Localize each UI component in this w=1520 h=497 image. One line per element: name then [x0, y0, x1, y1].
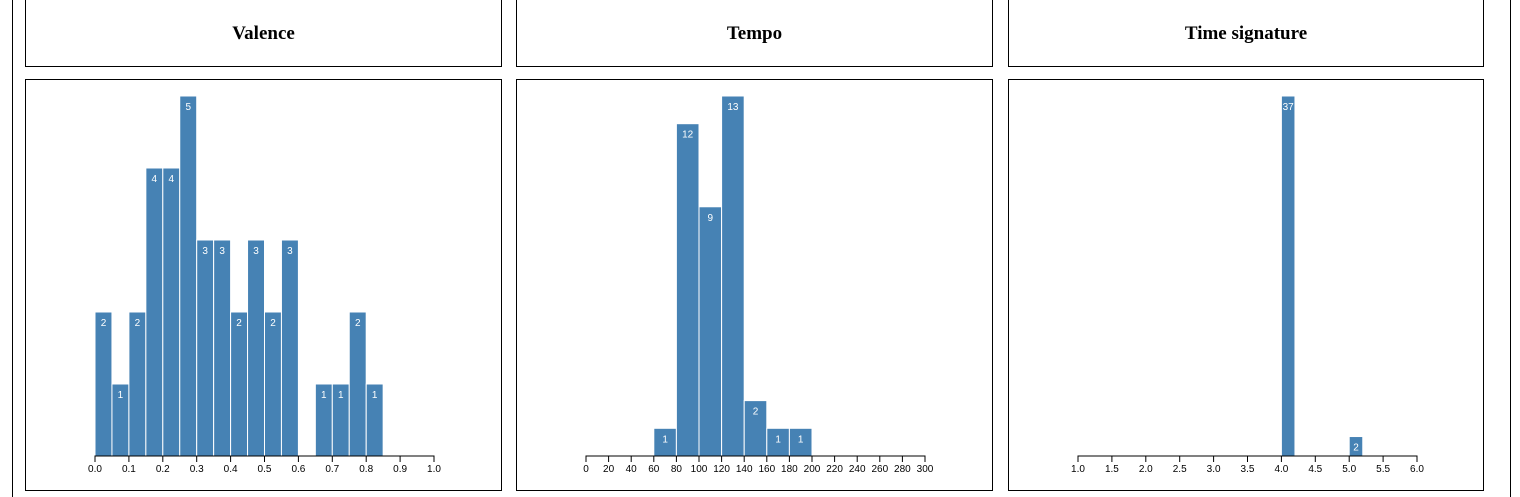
tempo-title: Tempo — [726, 22, 783, 44]
bar-count-label: 1 — [798, 434, 804, 445]
x-axis-line — [585, 455, 926, 462]
histogram-bar — [348, 311, 367, 457]
x-axis-tick-label: 180 — [781, 464, 798, 475]
x-axis-tick-label: 3.0 — [1207, 464, 1221, 475]
x-axis-tick-label: 100 — [691, 464, 708, 475]
x-axis-tick-label: 0.7 — [325, 464, 339, 475]
bar-count-label: 13 — [727, 102, 739, 113]
valence-title-box: Valence — [25, 0, 502, 67]
bar-count-label: 37 — [1283, 102, 1295, 113]
x-axis-tick-label: 3.5 — [1241, 464, 1255, 475]
histogram-bar — [264, 311, 282, 457]
x-axis-tick-label: 0.1 — [122, 464, 136, 475]
valence-histogram: 2 1 2 4 4 5 3 3 2 3 2 3 1 1 2 1 0.0 0.1 0.2 0.3 0.4 0.5 0.6 0.7… — [25, 79, 502, 491]
bar-count-label: 3 — [202, 246, 208, 257]
histogram-bar — [94, 311, 113, 457]
bar-count-label: 2 — [1353, 443, 1359, 454]
x-axis-tick-label: 0.6 — [291, 464, 305, 475]
x-axis-tick-label: 140 — [736, 464, 753, 475]
x-axis-tick-label: 260 — [871, 464, 888, 475]
histogram-bar — [721, 95, 745, 457]
histogram-bar — [675, 123, 700, 457]
x-axis-tick-label: 20 — [603, 464, 615, 475]
histogram-bar — [1280, 95, 1296, 457]
bar-count-label: 1 — [372, 390, 378, 401]
x-axis-tick-label: 0.9 — [393, 464, 407, 475]
bar-count-label: 3 — [253, 246, 259, 257]
x-axis-tick-label: 60 — [648, 464, 660, 475]
x-axis-tick-label: 0.3 — [190, 464, 204, 475]
tempo-histogram: 1 12 9 13 2 1 1 0 20 40 60 80 100 120 140 160 180 200 220 2… — [516, 79, 993, 491]
histogram-bar — [196, 239, 215, 457]
bar-count-label: 9 — [708, 213, 714, 224]
time-signature-title: Time signature — [1184, 22, 1308, 44]
histogram-bar — [145, 167, 164, 457]
bar-count-label: 1 — [338, 390, 344, 401]
bar-count-label: 4 — [152, 174, 158, 185]
x-axis-tick-label: 4.5 — [1308, 464, 1322, 475]
x-axis-tick-label: 0.4 — [224, 464, 238, 475]
x-axis-tick-label: 1.0 — [1071, 464, 1085, 475]
x-axis-tick-label: 280 — [894, 464, 911, 475]
time-signature-chart-svg: 37 2 1.0 1.5 2.0 2.5 3.0 3.5 4.0 4.5 5.0 5.5 6.0 — [1071, 95, 1424, 475]
x-axis-tick-label: 160 — [758, 464, 775, 475]
x-axis-tick-label: 240 — [849, 464, 866, 475]
bar-count-label: 3 — [287, 246, 293, 257]
histogram-bar — [162, 167, 181, 457]
x-axis-tick-label: 5.5 — [1376, 464, 1390, 475]
bar-count-label: 1 — [321, 390, 327, 401]
bar-count-label: 1 — [662, 434, 668, 445]
x-axis-tick-label: 1.0 — [427, 464, 441, 475]
histogram-bar — [280, 239, 299, 457]
bar-count-label: 1 — [775, 434, 781, 445]
time-signature-title-box: Time signature — [1008, 0, 1484, 67]
bar-count-label: 2 — [135, 318, 141, 329]
histogram-bar — [179, 95, 198, 457]
tempo-title-box: Tempo — [516, 0, 993, 67]
bar-count-label: 5 — [185, 102, 191, 113]
time-signature-histogram: 37 2 1.0 1.5 2.0 2.5 3.0 3.5 4.0 4.5 5.0 5.5 6.0 — [1008, 79, 1484, 491]
x-axis-tick-label: 0.2 — [156, 464, 170, 475]
histogram-bar — [698, 206, 723, 457]
bar-count-label: 2 — [270, 318, 276, 329]
x-axis-tick-label: 0.8 — [359, 464, 373, 475]
bar-count-label: 1 — [118, 390, 124, 401]
page-right-border — [1510, 0, 1511, 497]
histogram-bar — [213, 239, 232, 457]
bar-count-label: 2 — [236, 318, 242, 329]
x-axis-tick-label: 300 — [917, 464, 934, 475]
x-axis-tick-label: 4.0 — [1274, 464, 1288, 475]
x-axis-tick-label: 5.0 — [1342, 464, 1356, 475]
x-axis-tick-label: 200 — [804, 464, 821, 475]
valence-title: Valence — [232, 22, 295, 44]
bar-count-label: 2 — [355, 318, 361, 329]
x-axis-tick-label: 120 — [713, 464, 730, 475]
histogram-bar — [230, 311, 249, 457]
x-axis-tick-label: 0.0 — [88, 464, 102, 475]
bar-count-label: 2 — [101, 318, 107, 329]
x-axis-tick-label: 0.5 — [258, 464, 272, 475]
tempo-chart-svg: 1 12 9 13 2 1 1 0 20 40 60 80 100 120 140 160 180 200 220 2… — [583, 95, 934, 475]
x-axis-tick-label: 220 — [826, 464, 843, 475]
x-axis-tick-label: 1.5 — [1105, 464, 1119, 475]
x-axis-tick-label: 80 — [671, 464, 683, 475]
bar-count-label: 12 — [682, 130, 694, 141]
x-axis-tick-label: 6.0 — [1410, 464, 1424, 475]
x-axis-tick-label: 40 — [626, 464, 638, 475]
bar-count-label: 4 — [168, 174, 174, 185]
bar-count-label: 3 — [219, 246, 225, 257]
histogram-bar — [128, 311, 147, 457]
x-axis-tick-label: 0 — [583, 464, 589, 475]
histogram-bar — [247, 239, 266, 457]
x-axis-tick-label: 2.0 — [1139, 464, 1153, 475]
page-left-border — [12, 0, 13, 497]
x-axis-tick-label: 2.5 — [1173, 464, 1187, 475]
bar-count-label: 2 — [753, 407, 759, 418]
